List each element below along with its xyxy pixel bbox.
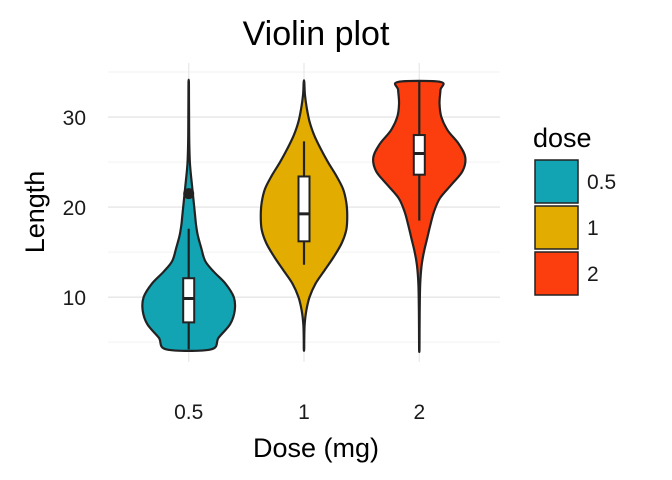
box-iqr [182,277,196,324]
outlier-point [183,188,195,200]
legend-items: 0.5 1 2 [534,159,616,296]
y-tick-label: 30 [63,107,86,130]
legend: dose 0.5 1 2 [533,123,616,296]
y-tick-label: 10 [63,287,86,310]
legend-swatch [534,205,579,250]
chart-title: Violin plot [243,15,390,53]
y-axis-title: Length [20,171,50,254]
y-tick-label: 20 [63,197,86,220]
axes: 10 20 30 0.5 1 2 [63,107,425,424]
legend-label: 2 [587,263,599,286]
violin-0.5 [141,78,237,352]
legend-swatch [534,251,579,296]
x-tick-label: 2 [413,401,425,424]
box-iqr [297,175,311,243]
x-axis-title: Dose (mg) [253,433,379,463]
legend-label: 0.5 [587,171,616,194]
x-tick-label: 0.5 [174,401,203,424]
legend-label: 1 [587,217,599,240]
violins [141,78,467,354]
legend-swatch [534,159,579,204]
x-tick-label: 1 [298,401,310,424]
legend-title: dose [533,123,592,153]
